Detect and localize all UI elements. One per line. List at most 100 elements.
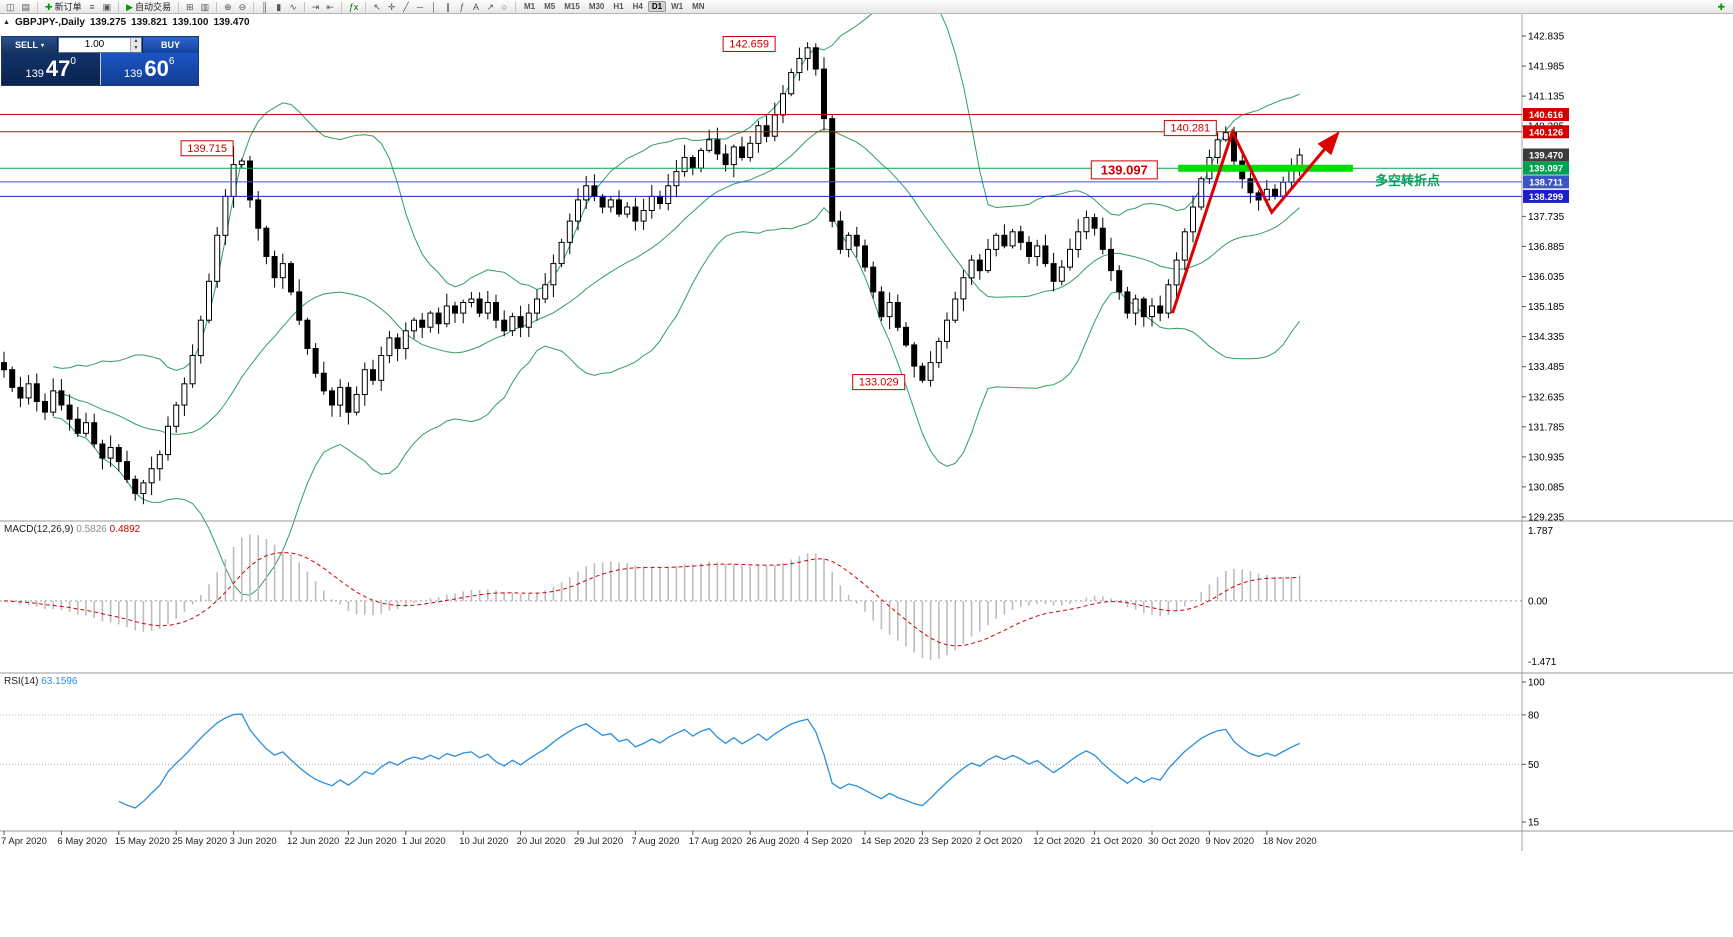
text-tool-button[interactable]: A [469, 1, 482, 13]
auto-scroll-button[interactable]: ⇥ [309, 1, 323, 13]
chart-shift-button[interactable]: ⇤ [323, 1, 337, 13]
price-callout[interactable] [852, 374, 906, 391]
date-label: 23 Sep 2020 [918, 836, 972, 847]
tile-windows-button[interactable]: ⊞ [183, 1, 197, 13]
new-order-button[interactable]: ✚ 新订单 [42, 1, 85, 13]
buy-price-display[interactable]: 139 60 6 [100, 53, 198, 85]
shapes-tool-button[interactable]: ○ [498, 1, 511, 13]
timeframe-h1-button[interactable]: H1 [613, 2, 624, 11]
bollinger-bands [53, 0, 1301, 596]
price-tick-label: 130.085 [1528, 482, 1565, 493]
toolbar-separator [303, 1, 305, 12]
price-scale[interactable]: 142.835141.985141.135140.285137.735136.8… [1522, 32, 1569, 524]
buy-button[interactable]: BUY [142, 37, 198, 53]
macd-pane-label: MACD(12,26,9) 0.5826 0.4892 [4, 524, 140, 535]
time-scale[interactable]: 7 Apr 2020 6 May 2020 15 May 2020 25 May 20… [1, 831, 1317, 847]
cascade-windows-button[interactable]: ▥ [198, 1, 213, 13]
price-badge [1523, 125, 1569, 139]
autotrading-button[interactable]: ▶ 自动交易 [123, 1, 174, 13]
timeframe-d1-button[interactable]: D1 [647, 1, 667, 12]
macd-title: MACD(12,26,9) [4, 524, 74, 535]
price-tick-label: 130.935 [1528, 452, 1565, 463]
one-click-toggle-icon[interactable]: ▲ [3, 19, 10, 26]
candlestick-mode-button[interactable]: ▮ [272, 1, 285, 13]
rsi-title: RSI(14) [4, 676, 39, 687]
profiles-icon: ▤ [21, 1, 31, 12]
zoom-in-button[interactable]: ⊕ [221, 1, 235, 13]
vertical-line-tool-button[interactable]: │ [427, 1, 440, 13]
rsi-scale-label: 80 [1528, 710, 1540, 721]
toolbar: ◫ ▤ ✚ 新订单 ≡ ▣ ▶ 自动交易 ⊞ ▥ ⊕ ⊖ ║ ▮ ∿ ⇥ ⇤ ƒx ↖ ✛ ╱ ─ │ ∥ ƒ A ↗ ○ M1 M5 M1… [0, 0, 1733, 14]
price-callout[interactable] [180, 140, 234, 157]
arrows-tool-button[interactable]: ↗ [483, 1, 497, 13]
line-chart-mode-button[interactable]: ∿ [286, 1, 300, 13]
sell-price-display[interactable]: 139 47 0 [2, 53, 101, 85]
date-label: 30 Oct 2020 [1148, 836, 1200, 847]
date-label: 10 Jul 2020 [459, 836, 508, 847]
fibonacci-tool-icon: ƒ [459, 1, 465, 12]
symbol-name: GBPJPY-,Daily [14, 17, 85, 28]
timeframe-m1-button[interactable]: M1 [524, 2, 536, 11]
timeframe-m15-button[interactable]: M15 [564, 2, 580, 11]
price-callout-text: 133.029 [859, 377, 899, 389]
date-label: 12 Jun 2020 [287, 836, 339, 847]
new-chart-button[interactable]: ◫ [3, 1, 18, 13]
timeframe-w1-button[interactable]: W1 [671, 2, 684, 11]
price-callout-text: 139.715 [187, 143, 227, 155]
sell-options-icon[interactable]: ▾ [41, 42, 45, 49]
toolbar-separator [216, 1, 218, 12]
horizontal-line-tool-button[interactable]: ─ [413, 1, 426, 13]
price-tick-label: 141.985 [1528, 62, 1565, 73]
timeframe-m30-button[interactable]: M30 [588, 2, 605, 11]
profiles-button[interactable]: ▤ [19, 1, 34, 13]
toolbar-separator [515, 1, 516, 12]
market-watch-button[interactable]: ≡ [86, 1, 99, 13]
date-label: 2 Oct 2020 [976, 836, 1022, 847]
rsi-line [118, 713, 1300, 809]
timeframe-h4-button[interactable]: H4 [632, 2, 643, 11]
new-order-label: 新订单 [54, 2, 82, 12]
volume-down-icon[interactable]: ▼ [131, 45, 141, 52]
channel-tool-button[interactable]: ∥ [441, 1, 454, 13]
volume-value[interactable]: 1.00 [84, 39, 105, 50]
date-label: 21 Oct 2020 [1091, 836, 1143, 847]
zoom-out-button[interactable]: ⊖ [236, 1, 250, 13]
ohlc-low: 139.100 [172, 17, 209, 28]
crosshair-button[interactable]: ✛ [385, 1, 399, 13]
sell-button[interactable]: SELL ▾ [2, 37, 58, 53]
volume-up-icon[interactable]: ▲ [131, 38, 141, 45]
add-indicator-button[interactable]: ✚ [1714, 1, 1728, 13]
price-tick-label: 142.835 [1528, 32, 1565, 43]
price-badge [1523, 148, 1569, 162]
date-label: 7 Apr 2020 [1, 836, 47, 847]
trendline-tool-button[interactable]: ╱ [399, 1, 412, 13]
toolbar-separator [178, 1, 180, 12]
timeframe-m5-button[interactable]: M5 [544, 2, 556, 11]
price-callout[interactable] [1090, 160, 1158, 180]
toolbar-separator [118, 1, 120, 12]
price-callout-text: 139.097 [1101, 162, 1148, 177]
auto-scroll-icon: ⇥ [311, 1, 320, 12]
date-label: 15 May 2020 [115, 836, 170, 847]
price-callout[interactable] [1163, 120, 1217, 137]
candlestick-mode-icon: ▮ [276, 1, 282, 12]
macd-scale-max: 1.787 [1528, 526, 1553, 537]
trend-zigzag-arrow[interactable] [1171, 128, 1340, 314]
arrows-tool-icon: ↗ [486, 1, 494, 12]
indicators-list-button[interactable]: ƒx [346, 1, 362, 13]
volume-field[interactable]: 1.00 ▲ ▼ [58, 37, 142, 53]
terminal-button[interactable]: ▣ [100, 1, 115, 13]
buy-price-prefix: 139 [124, 68, 143, 80]
horizontal-line-tool-icon: ─ [416, 1, 424, 12]
trendline-tool-icon: ╱ [403, 1, 409, 12]
buy-button-label: BUY [160, 40, 180, 50]
annotation-text[interactable]: 多空转折点 [1375, 173, 1440, 188]
cursor-button[interactable]: ↖ [370, 1, 384, 13]
bar-chart-mode-button[interactable]: ║ [258, 1, 271, 13]
fibonacci-tool-button[interactable]: ƒ [455, 1, 468, 13]
price-tick-label: 136.035 [1528, 272, 1565, 283]
price-callout[interactable] [722, 36, 776, 52]
price-badge-text: 138.711 [1529, 177, 1564, 188]
timeframe-mn-button[interactable]: MN [692, 2, 705, 11]
